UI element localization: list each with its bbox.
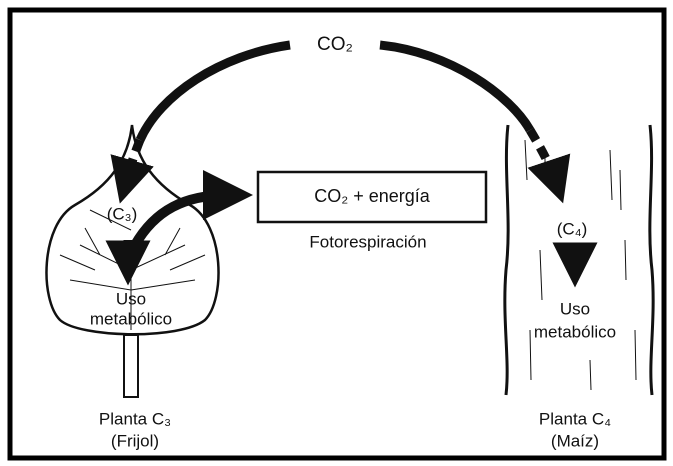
arrow-co2-left	[135, 40, 291, 142]
co2-label: CO₂	[317, 34, 353, 55]
photorespiration-box-text: CO₂ + energía	[314, 186, 431, 206]
c3-pathway: (C₃)	[107, 204, 138, 223]
stalk-lines	[524, 139, 637, 391]
c3-common-name: (Frijol)	[111, 431, 159, 450]
c4-name: Planta C₄	[539, 409, 611, 428]
photorespiration-label: Fotorespiración	[309, 232, 426, 251]
stalk-right	[648, 124, 655, 396]
frame	[7, 7, 667, 461]
c4-use-line: Uso	[560, 299, 590, 318]
arrow-photorespiration	[130, 170, 253, 248]
c3-use-line: metabólico	[90, 309, 172, 328]
photorespiration-box	[256, 170, 488, 224]
c4-pathway: (C₄)	[557, 219, 588, 238]
c4-common-name: (Maíz)	[551, 431, 599, 450]
c3-use-line: Uso	[116, 289, 146, 308]
c3-name: Planta C₃	[99, 409, 171, 428]
stalk-left	[503, 124, 510, 396]
stem	[123, 334, 139, 398]
arrow-co2-right-dashed	[526, 127, 571, 204]
arrow-co2-left-dashed	[110, 138, 154, 204]
arrow-co2-right	[379, 40, 534, 133]
c4-use-line: metabólico	[534, 322, 616, 341]
